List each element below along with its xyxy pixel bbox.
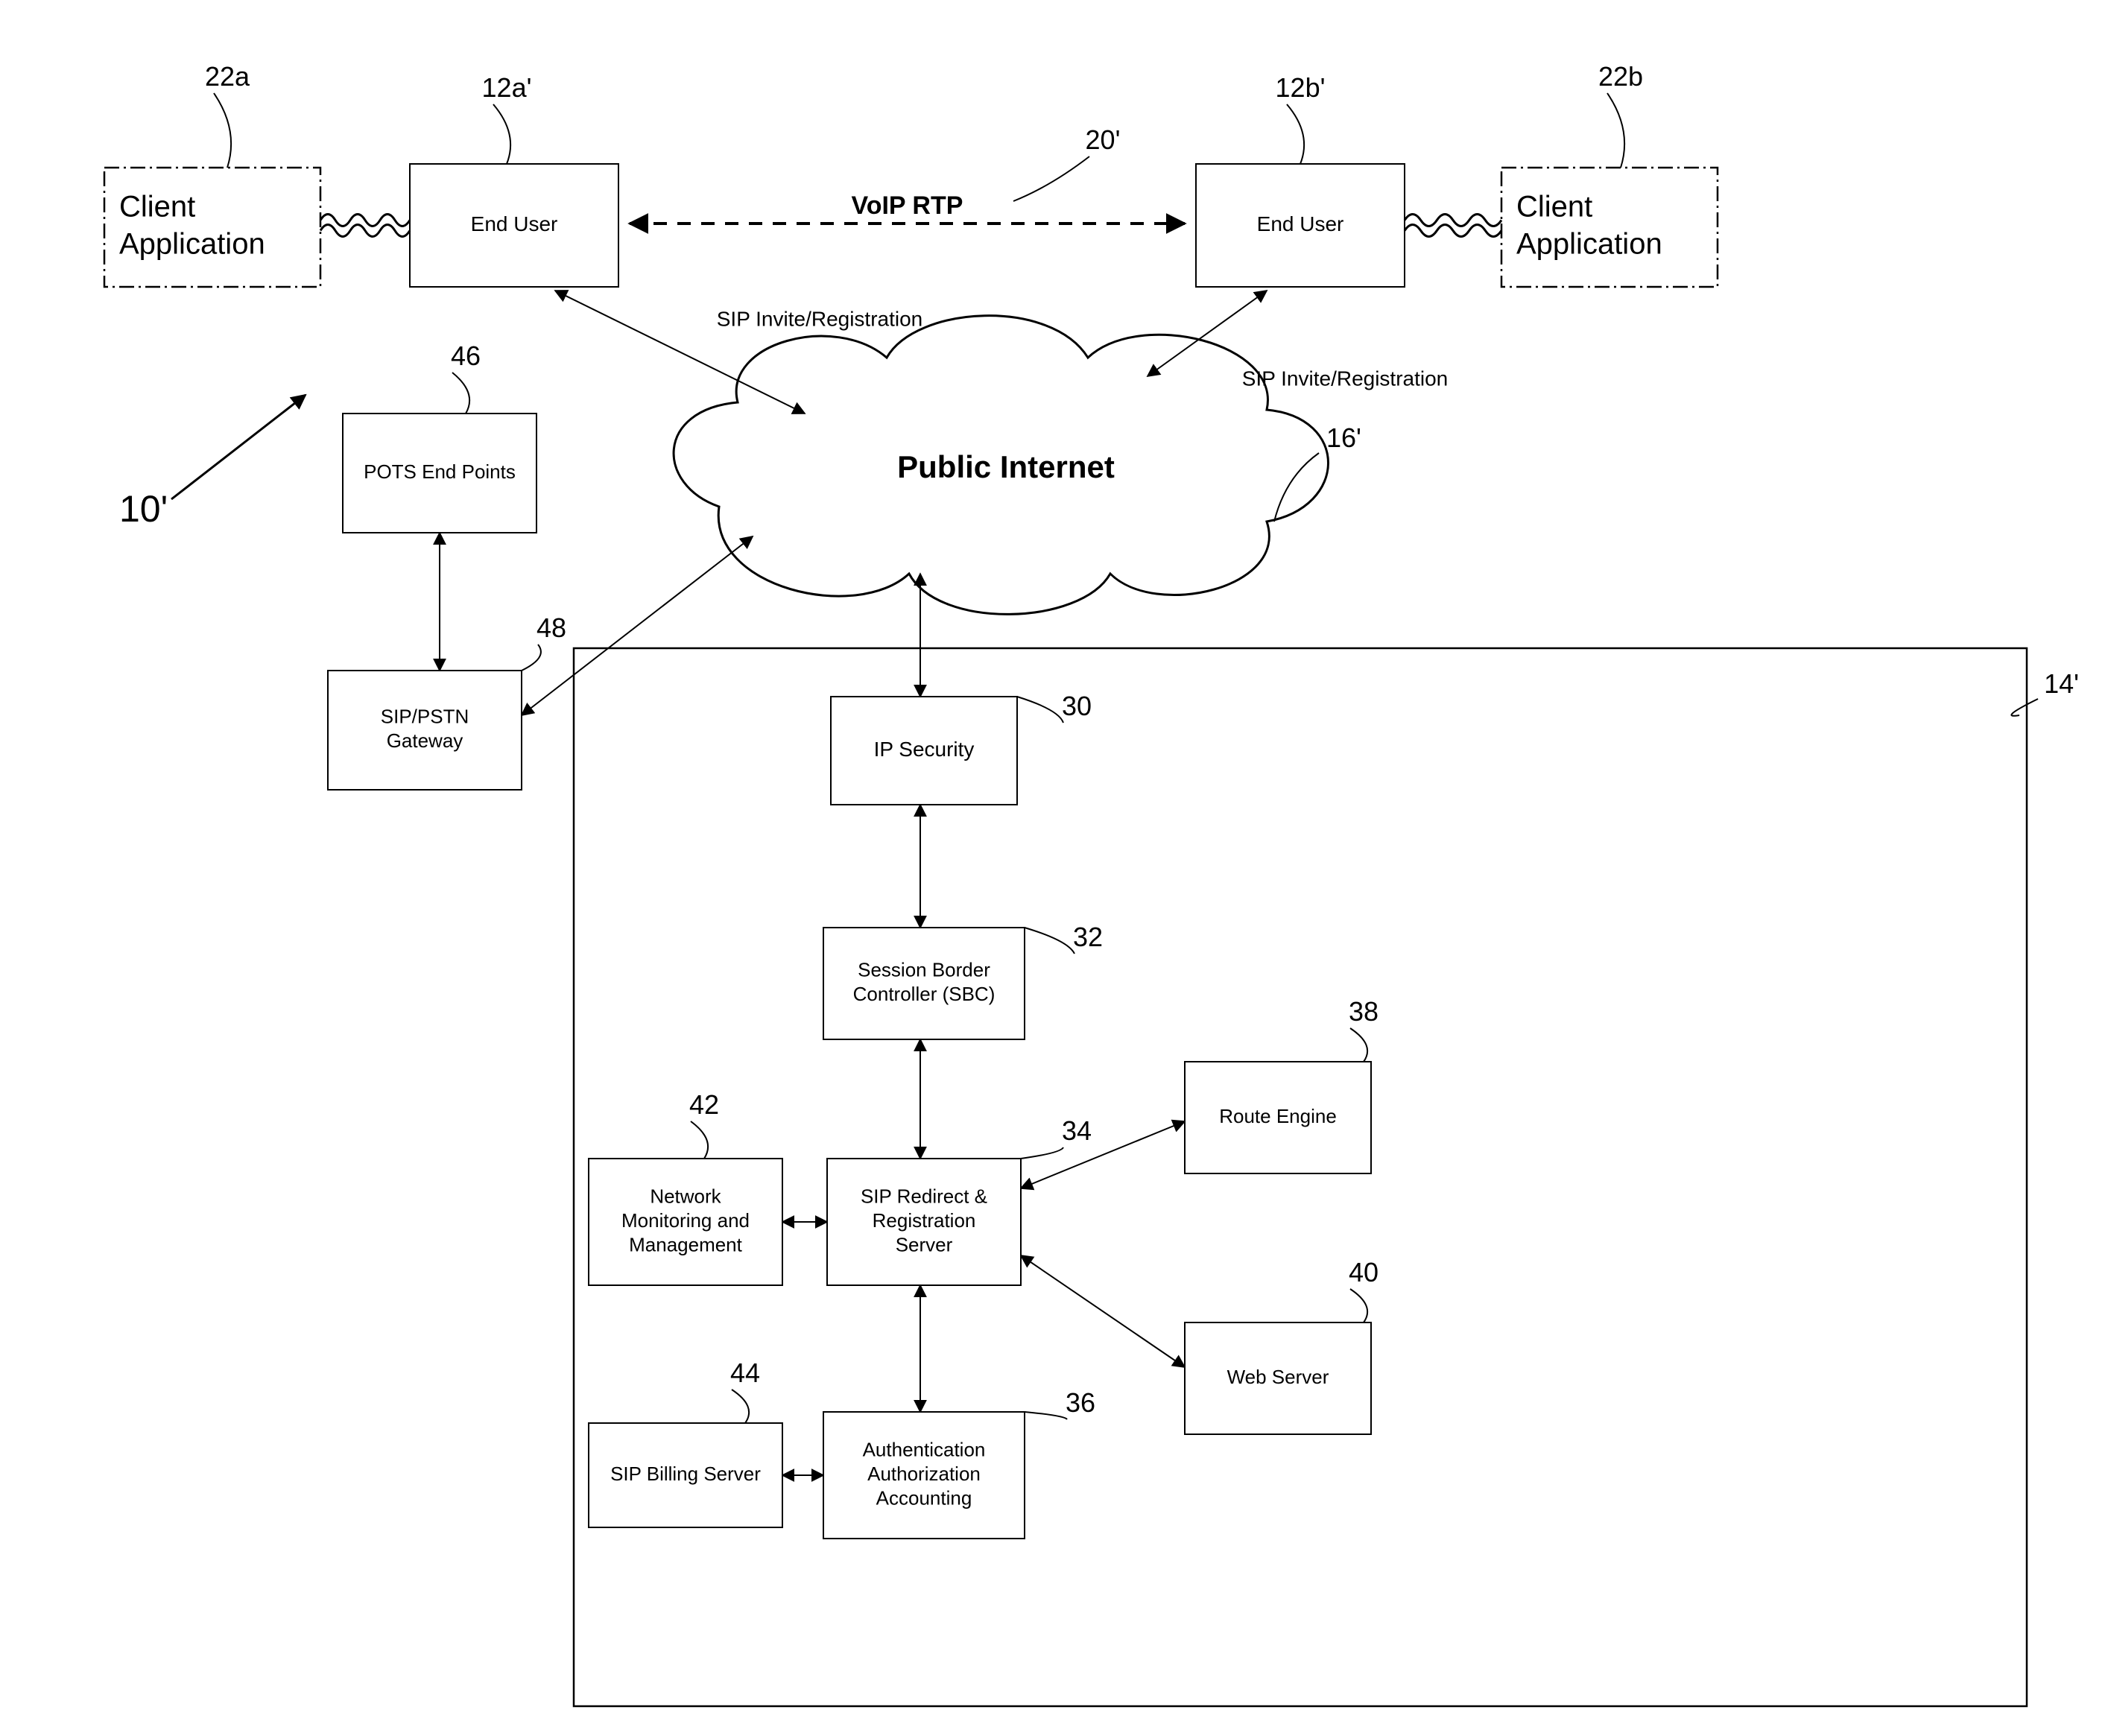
- edge-redirect: [1021, 1255, 1185, 1367]
- ref-30: 30: [1062, 691, 1092, 721]
- figure-ref-10-arrow: [171, 395, 306, 499]
- node-route: Route Engine: [1185, 1062, 1371, 1173]
- ref-46-leader: [452, 373, 469, 414]
- node-end_a-label: End User: [471, 212, 558, 235]
- node-client_b-label: Application: [1516, 228, 1662, 261]
- ref-42: 42: [689, 1089, 719, 1120]
- svg-text:Public Internet: Public Internet: [897, 449, 1115, 484]
- ref-36: 36: [1066, 1387, 1095, 1418]
- node-pots-label: POTS End Points: [364, 460, 516, 483]
- node-redirect-label: Registration: [873, 1209, 976, 1232]
- ref-36-leader: [1025, 1412, 1067, 1419]
- node-netmon: NetworkMonitoring andManagement: [589, 1159, 782, 1285]
- node-aaa-label: Authorization: [867, 1463, 981, 1485]
- public-internet-cloud: Public Internet: [674, 316, 1328, 615]
- wavy-left: [320, 215, 410, 237]
- ref-34: 34: [1062, 1115, 1092, 1146]
- ref-16: 16': [1326, 422, 1361, 453]
- ref-12a': 12a': [482, 72, 532, 103]
- ref-12b': 12b': [1276, 72, 1326, 103]
- node-netmon-label: Management: [629, 1233, 743, 1255]
- node-netmon-label: Network: [650, 1185, 721, 1207]
- ref-12a'-leader: [493, 104, 510, 164]
- ref-42-leader: [691, 1121, 708, 1159]
- ref-40-leader: [1350, 1289, 1367, 1322]
- ref-22a-leader: [214, 93, 231, 168]
- ref-32: 32: [1073, 922, 1103, 952]
- node-gateway-label: Gateway: [387, 729, 463, 752]
- node-billing-label: SIP Billing Server: [610, 1463, 761, 1485]
- node-web: Web Server: [1185, 1322, 1371, 1434]
- ref-12b'-leader: [1287, 104, 1304, 164]
- node-sbc: Session BorderController (SBC): [823, 928, 1025, 1039]
- service-provider-container: [574, 648, 2027, 1706]
- ref-48-leader: [522, 644, 541, 671]
- ref-38: 38: [1349, 996, 1379, 1027]
- ref-48: 48: [537, 612, 566, 643]
- node-sbc-label: Controller (SBC): [853, 983, 996, 1005]
- ref-30-leader: [1017, 697, 1063, 723]
- node-end_a: End User: [410, 164, 618, 287]
- ref-22b-leader: [1607, 93, 1624, 168]
- node-redirect-label: SIP Redirect &: [861, 1185, 987, 1207]
- ref-14: 14': [2044, 668, 2079, 699]
- node-client_a-label: Client: [119, 191, 195, 224]
- sip-invite-label-left: SIP Invite/Registration: [717, 307, 923, 330]
- ref-44-leader: [732, 1390, 749, 1423]
- node-end_b: End User: [1196, 164, 1405, 287]
- wavy-right: [1405, 215, 1501, 237]
- ref-22b: 22b: [1598, 61, 1643, 92]
- node-client_b: Client Application: [1501, 168, 1718, 287]
- node-route-label: Route Engine: [1219, 1105, 1337, 1127]
- figure-ref-10: 10': [119, 488, 168, 530]
- voip-rtp-label: VoIP RTP: [852, 191, 963, 220]
- ref-32-leader: [1025, 928, 1074, 954]
- ref-34-leader: [1021, 1147, 1063, 1159]
- node-aaa-label: Accounting: [876, 1486, 972, 1509]
- node-redirect: SIP Redirect &RegistrationServer: [827, 1159, 1021, 1285]
- node-web-label: Web Server: [1227, 1366, 1329, 1388]
- node-sbc-label: Session Border: [858, 959, 990, 981]
- ref-20-leader: [1013, 156, 1089, 201]
- ref-40: 40: [1349, 1257, 1379, 1287]
- node-netmon-label: Monitoring and: [621, 1209, 750, 1232]
- node-redirect-label: Server: [896, 1233, 953, 1255]
- ref-38-leader: [1350, 1028, 1367, 1062]
- node-end_b-label: End User: [1257, 212, 1344, 235]
- node-ipsec-label: IP Security: [874, 738, 975, 761]
- node-client_a-label: Application: [119, 228, 265, 261]
- node-aaa: Authentication AuthorizationAccounting: [823, 1412, 1025, 1539]
- ref-22a: 22a: [205, 61, 250, 92]
- node-client_a: Client Application: [104, 168, 320, 287]
- node-pots: POTS End Points: [343, 414, 537, 533]
- node-billing: SIP Billing Server: [589, 1423, 782, 1527]
- ref-14-leader: [2011, 699, 2038, 716]
- ref-46: 46: [451, 340, 481, 371]
- node-client_b-label: Client: [1516, 191, 1592, 224]
- node-gateway: SIP/PSTNGateway: [328, 671, 522, 790]
- node-ipsec: IP Security: [831, 697, 1017, 805]
- sip-invite-label-right: SIP Invite/Registration: [1242, 367, 1449, 390]
- ref-44: 44: [730, 1358, 760, 1388]
- node-aaa-label: Authentication: [863, 1438, 986, 1460]
- ref-20: 20': [1086, 124, 1121, 155]
- node-gateway-label: SIP/PSTN: [381, 706, 469, 728]
